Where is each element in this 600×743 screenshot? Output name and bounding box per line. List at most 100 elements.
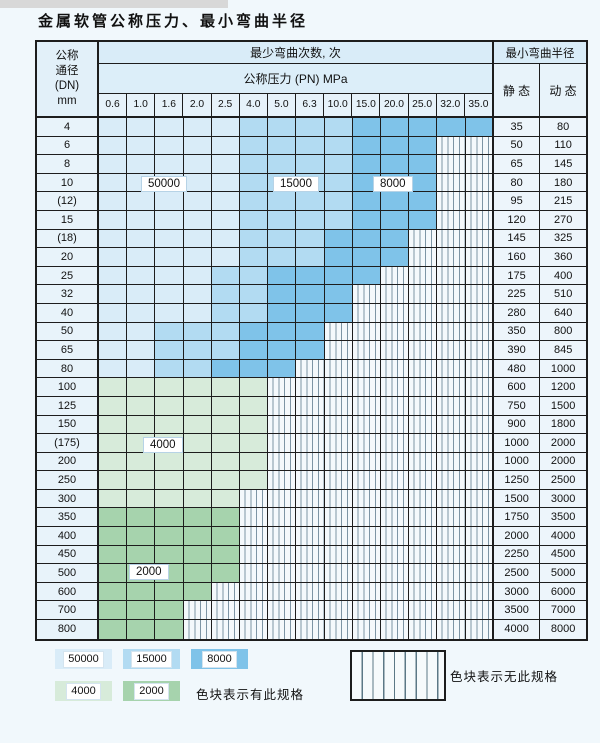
matrix-cell [240, 229, 269, 248]
matrix-cell [183, 378, 212, 396]
matrix-cell [324, 303, 353, 322]
static-cell: 145 [493, 229, 541, 248]
matrix-cell [268, 378, 297, 396]
static-cell: 120 [493, 210, 541, 229]
matrix-cell [465, 285, 494, 303]
pressure-col-6.3: 6.3 [296, 93, 325, 116]
matrix-cell [352, 620, 382, 639]
table-row: 200 1000 2000 [37, 452, 586, 472]
matrix-cell [240, 341, 269, 359]
matrix-cell [127, 452, 156, 471]
matrix-cell [183, 434, 212, 452]
matrix-cell [409, 303, 438, 322]
matrix-cell [99, 452, 128, 471]
table-header: 公称 通径 (DN) mm 最少弯曲次数, 次 公称压力 (PN) MPa 0.… [37, 42, 586, 118]
table-row: (175) 1000 2000 [37, 434, 586, 453]
matrix-cell [409, 489, 438, 508]
matrix-cell [211, 396, 241, 415]
dn-cell: 600 [37, 582, 99, 601]
matrix-cell [324, 173, 353, 192]
matrix-cell [296, 322, 325, 341]
table-row: 100 600 1200 [37, 378, 586, 397]
matrix-cell [240, 452, 269, 471]
matrix-cell [437, 229, 466, 248]
static-cell: 2000 [493, 527, 541, 545]
matrix-cell [183, 564, 212, 582]
table-row: 32 225 510 [37, 285, 586, 304]
matrix-cell [99, 229, 128, 248]
dynamic-cell: 4500 [540, 545, 586, 564]
dn-cell: 150 [37, 415, 99, 434]
dn-cell: 6 [37, 136, 99, 155]
legend-swatch-2000: 2000 [123, 681, 180, 701]
matrix-cell [465, 118, 494, 136]
matrix-cell [381, 564, 410, 582]
matrix-cell [296, 229, 325, 248]
matrix-cell [240, 545, 269, 564]
matrix-cell [183, 248, 212, 266]
dn-cell: 500 [37, 564, 99, 582]
static-cell: 160 [493, 248, 541, 266]
matrix-cell [437, 415, 466, 434]
matrix-cell [465, 564, 494, 582]
matrix-cell [268, 582, 297, 601]
table-row: 65 390 845 [37, 341, 586, 360]
corner-line-2: 通径 [55, 65, 79, 78]
matrix-cell [296, 341, 325, 359]
table-row: 20 160 360 [37, 248, 586, 267]
matrix-cell [211, 527, 241, 545]
matrix-cell [352, 118, 382, 136]
dn-cell: (175) [37, 434, 99, 452]
matrix-cell [211, 508, 241, 527]
matrix-cell [155, 118, 184, 136]
matrix-cell [99, 527, 128, 545]
matrix-cell [296, 545, 325, 564]
matrix-cell [155, 359, 184, 378]
matrix-cell [437, 471, 466, 489]
matrix-cell [296, 452, 325, 471]
matrix-cell [381, 341, 410, 359]
matrix-cell [409, 378, 438, 396]
matrix-cell [381, 620, 410, 639]
corner-line-1: 公称 [55, 50, 79, 63]
matrix-cell [409, 582, 438, 601]
matrix-cell [155, 192, 184, 210]
matrix-cell [155, 303, 184, 322]
matrix-cell [240, 396, 269, 415]
matrix-cell [465, 322, 494, 341]
matrix-cell [268, 192, 297, 210]
dn-cell: (18) [37, 229, 99, 248]
matrix-cell [409, 155, 438, 173]
matrix-cell [211, 582, 241, 601]
matrix-cell [381, 378, 410, 396]
static-cell: 35 [493, 118, 541, 136]
matrix-cell [268, 527, 297, 545]
matrix-cell [465, 341, 494, 359]
matrix-cell [99, 359, 128, 378]
matrix-cell [465, 434, 494, 452]
matrix-cell [183, 489, 212, 508]
matrix-cell [99, 341, 128, 359]
matrix-cell [381, 118, 410, 136]
matrix-cell [183, 508, 212, 527]
matrix-cell [268, 545, 297, 564]
dn-cell: 10 [37, 173, 99, 192]
matrix-cell [352, 434, 382, 452]
matrix-cell [155, 248, 184, 266]
legend-swatch-8000: 8000 [191, 649, 248, 669]
static-cell: 80 [493, 173, 541, 192]
pressure-values-row: 0.6 1.0 1.6 2.0 2.5 4.0 5.0 6.3 10.0 15.0 20.0 25.0… [99, 93, 492, 116]
table-row: 150 900 1800 [37, 415, 586, 435]
matrix-cell [409, 322, 438, 341]
legend-unavailable-text: 色块表示无此规格 [450, 670, 559, 684]
matrix-cell [465, 527, 494, 545]
matrix-cell [127, 322, 156, 341]
matrix-cell [240, 471, 269, 489]
matrix-cell [465, 582, 494, 601]
matrix-cell [127, 508, 156, 527]
matrix-cell [465, 266, 494, 285]
pressure-col-1.0: 1.0 [127, 93, 156, 116]
matrix-cell [409, 564, 438, 582]
matrix-cell [211, 210, 241, 229]
dn-cell: 50 [37, 322, 99, 341]
